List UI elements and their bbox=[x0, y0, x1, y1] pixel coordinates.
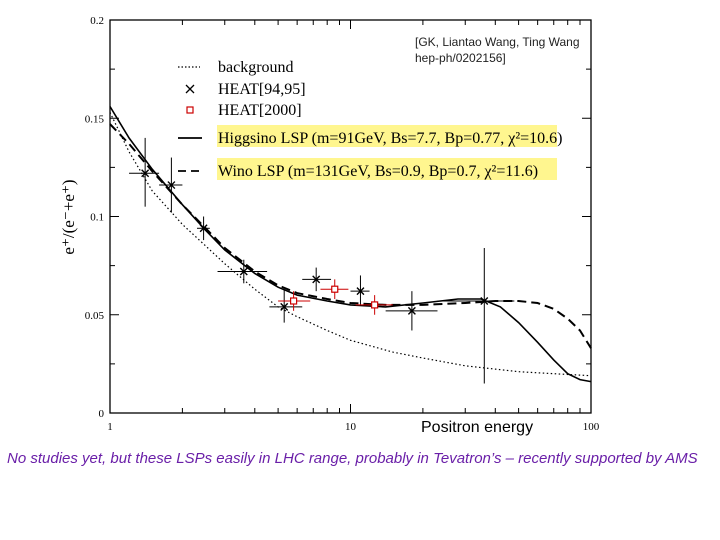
heat9495-point bbox=[280, 302, 289, 311]
y-tick-label: 0 bbox=[99, 408, 105, 420]
model-curves bbox=[109, 106, 592, 383]
legend-label: HEAT[94,95] bbox=[218, 81, 306, 98]
heat9495-point bbox=[141, 169, 150, 178]
legend-label: Wino LSP (m=131GeV, Bs=0.9, Bp=0.7, χ²=1… bbox=[218, 163, 538, 180]
y-axis-title: e⁺/(e⁻+e⁺) bbox=[59, 179, 78, 254]
y-tick-label: 0.05 bbox=[85, 310, 105, 322]
x-tick-label: 1 bbox=[107, 421, 113, 433]
legend-highlight bbox=[217, 125, 557, 147]
heat-data-points bbox=[129, 137, 515, 384]
heat2000-point bbox=[331, 285, 339, 293]
heat9495-point bbox=[239, 267, 248, 276]
heat9495-point bbox=[407, 306, 416, 315]
legend-highlight bbox=[217, 158, 557, 180]
curve-background bbox=[109, 112, 592, 377]
y-tick-label: 0.1 bbox=[90, 212, 104, 224]
legend: background HEAT[94,95] HEAT[2000] Higgsino … bbox=[178, 59, 562, 180]
legend-entry: HEAT[2000] bbox=[186, 102, 302, 119]
legend-entry: HEAT[94,95] bbox=[185, 81, 306, 98]
heat9495-point bbox=[312, 275, 321, 284]
legend-entry: Wino LSP (m=131GeV, Bs=0.9, Bp=0.7, χ²=1… bbox=[178, 158, 557, 180]
plot-border bbox=[109, 19, 592, 414]
curve-higgsino-lsp bbox=[109, 106, 592, 383]
legend-swatch bbox=[186, 106, 194, 114]
heat9495-point bbox=[356, 287, 365, 296]
legend-entry: Higgsino LSP (m=91GeV, Bs=7.7, Bp=0.77, … bbox=[178, 125, 562, 147]
y-tick-label: 0.2 bbox=[90, 15, 104, 27]
plot-frame bbox=[109, 19, 592, 414]
slide-caption: No studies yet, but these LSPs easily in… bbox=[7, 450, 698, 467]
legend-label: Higgsino LSP (m=91GeV, Bs=7.7, Bp=0.77, … bbox=[218, 130, 562, 147]
legend-label: HEAT[2000] bbox=[218, 102, 302, 119]
heat9495-point bbox=[199, 224, 208, 233]
legend-swatch bbox=[185, 84, 195, 94]
x-tick-label: 10 bbox=[345, 421, 357, 433]
heat2000-point bbox=[371, 301, 379, 309]
curve-wino-lsp bbox=[109, 123, 592, 349]
citation-note: [GK, Liantao Wang, Ting Wang hep-ph/0202… bbox=[415, 35, 580, 65]
heat9495-point bbox=[480, 297, 489, 305]
legend-entry: background bbox=[178, 59, 294, 76]
legend-label: background bbox=[218, 59, 294, 76]
x-axis-title: Positron energy bbox=[421, 419, 534, 436]
x-tick-label: 100 bbox=[583, 421, 600, 433]
heat2000-point bbox=[290, 297, 298, 305]
axis-ticks: 1 10 100 0 0.05 0.1 0.15 0.2 bbox=[85, 15, 600, 433]
heat9495-point bbox=[167, 181, 176, 190]
y-axis-label: e⁺/(e⁻+e⁺) bbox=[59, 179, 78, 254]
y-tick-label: 0.15 bbox=[85, 113, 105, 125]
